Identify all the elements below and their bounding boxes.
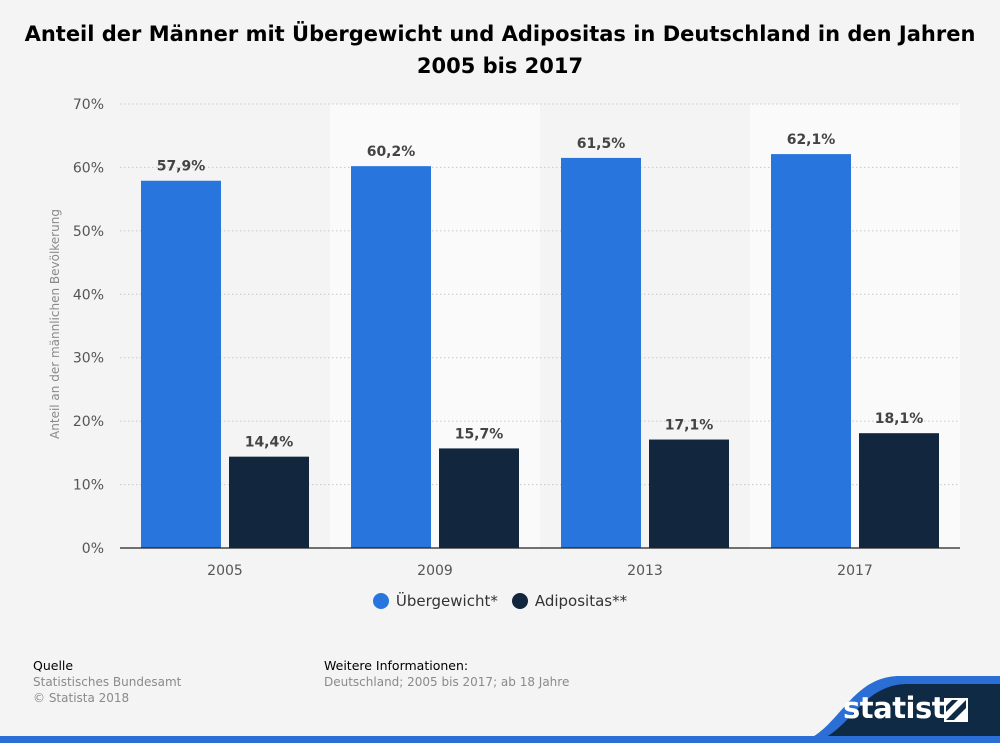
- data-label: 18,1%: [875, 411, 924, 427]
- bar: [439, 448, 519, 548]
- x-tick-label: 2005: [207, 563, 243, 579]
- legend-marker-adipositas: [511, 593, 528, 609]
- legend-label-uebergewicht: Übergewicht*: [395, 592, 498, 610]
- data-label: 60,2%: [367, 144, 416, 160]
- data-label: 62,1%: [787, 132, 836, 148]
- bar: [649, 439, 729, 548]
- y-tick-label: 0%: [82, 541, 104, 557]
- bar: [859, 433, 939, 548]
- legend: Übergewicht* Adipositas**: [0, 592, 1000, 610]
- brand-bar: [0, 736, 1000, 743]
- legend-item-adipositas[interactable]: Adipositas**: [511, 592, 628, 610]
- data-label: 15,7%: [455, 426, 504, 442]
- bar: [229, 456, 309, 548]
- bar: [141, 180, 221, 548]
- chart-title: Anteil der Männer mit Übergewicht und Ad…: [24, 22, 976, 78]
- data-label: 17,1%: [665, 418, 714, 434]
- source-line: Statistisches Bundesamt: [33, 675, 182, 689]
- x-tick-label: 2017: [837, 563, 873, 579]
- data-label: 14,4%: [245, 435, 294, 451]
- legend-item-uebergewicht[interactable]: Übergewicht*: [372, 592, 498, 610]
- x-tick-label: 2013: [627, 563, 663, 579]
- legend-label-adipositas: Adipositas**: [534, 592, 628, 610]
- data-label: 57,9%: [157, 159, 206, 175]
- bar: [771, 154, 851, 548]
- y-tick-label: 40%: [73, 287, 104, 303]
- y-tick-label: 50%: [73, 224, 104, 240]
- y-tick-label: 30%: [73, 351, 104, 367]
- legend-marker-uebergewicht: [372, 593, 389, 609]
- source-block: Quelle Statistisches Bundesamt © Statist…: [33, 658, 181, 706]
- y-tick-label: 70%: [73, 97, 104, 113]
- statista-logo-icon: [944, 698, 968, 722]
- y-axis-title: Anteil an der männlichen Bevölkerung: [48, 209, 62, 439]
- y-tick-label: 20%: [73, 414, 104, 430]
- y-tick-label: 10%: [73, 478, 104, 494]
- info-block: Weitere Informationen: Deutschland; 2005…: [324, 658, 569, 690]
- bar: [351, 166, 431, 548]
- data-label: 61,5%: [577, 136, 626, 152]
- info-line: Deutschland; 2005 bis 2017; ab 18 Jahre: [324, 675, 570, 689]
- source-heading: Quelle: [33, 658, 74, 673]
- bar: [561, 157, 641, 548]
- x-tick-label: 2009: [417, 563, 453, 579]
- y-tick-label: 60%: [73, 160, 104, 176]
- info-heading: Weitere Informationen:: [324, 658, 469, 673]
- copyright-line: © Statista 2018: [33, 691, 130, 705]
